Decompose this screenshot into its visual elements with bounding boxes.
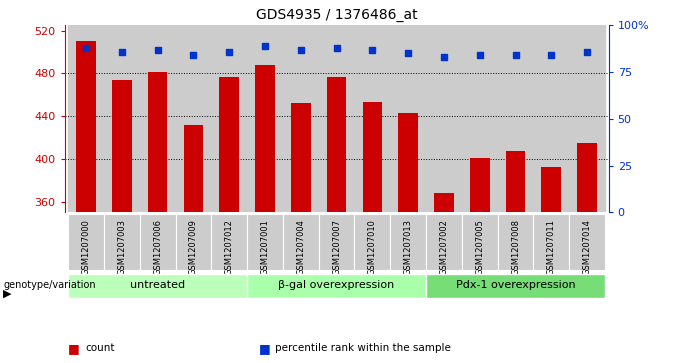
Point bbox=[116, 49, 127, 54]
Point bbox=[439, 54, 449, 60]
Bar bbox=[140, 214, 175, 270]
Bar bbox=[462, 214, 498, 270]
Bar bbox=[398, 113, 418, 212]
Bar bbox=[76, 41, 96, 212]
Text: GSM1207011: GSM1207011 bbox=[547, 219, 556, 274]
Text: GSM1207010: GSM1207010 bbox=[368, 219, 377, 274]
Text: untreated: untreated bbox=[130, 280, 185, 290]
Bar bbox=[175, 25, 211, 212]
Text: GSM1207013: GSM1207013 bbox=[404, 219, 413, 275]
Point bbox=[510, 52, 521, 58]
Bar bbox=[104, 214, 140, 270]
Text: percentile rank within the sample: percentile rank within the sample bbox=[275, 343, 452, 354]
Bar bbox=[354, 25, 390, 212]
Text: genotype/variation: genotype/variation bbox=[3, 280, 96, 290]
Bar bbox=[498, 25, 533, 212]
Text: count: count bbox=[85, 343, 114, 354]
Bar bbox=[426, 25, 462, 212]
Point bbox=[295, 47, 306, 53]
Bar bbox=[211, 25, 247, 212]
Bar bbox=[319, 25, 354, 212]
Text: GSM1207007: GSM1207007 bbox=[332, 219, 341, 275]
Bar bbox=[319, 214, 354, 270]
Text: ■: ■ bbox=[258, 342, 270, 355]
Text: ▶: ▶ bbox=[3, 289, 12, 299]
Bar bbox=[68, 274, 247, 298]
Bar bbox=[533, 25, 569, 212]
Point bbox=[475, 52, 486, 58]
Text: GSM1207014: GSM1207014 bbox=[583, 219, 592, 274]
Bar bbox=[470, 158, 490, 212]
Bar bbox=[220, 77, 239, 212]
Text: Pdx-1 overexpression: Pdx-1 overexpression bbox=[456, 280, 575, 290]
Bar bbox=[327, 77, 346, 212]
Bar bbox=[541, 167, 561, 212]
Text: GSM1207006: GSM1207006 bbox=[153, 219, 162, 275]
Text: GSM1207000: GSM1207000 bbox=[82, 219, 90, 274]
Bar bbox=[569, 25, 605, 212]
Text: GSM1207005: GSM1207005 bbox=[475, 219, 484, 274]
Bar bbox=[533, 214, 569, 270]
Point bbox=[152, 47, 163, 53]
Text: GSM1207004: GSM1207004 bbox=[296, 219, 305, 274]
Bar bbox=[112, 80, 132, 212]
Bar bbox=[426, 274, 605, 298]
Bar bbox=[104, 25, 140, 212]
Bar bbox=[283, 214, 319, 270]
Bar bbox=[184, 125, 203, 212]
Point bbox=[331, 45, 342, 51]
Bar bbox=[390, 214, 426, 270]
Bar bbox=[462, 25, 498, 212]
Text: GSM1207001: GSM1207001 bbox=[260, 219, 269, 274]
Bar bbox=[283, 25, 319, 212]
Bar bbox=[577, 143, 597, 212]
Bar bbox=[506, 151, 526, 212]
Bar bbox=[498, 214, 533, 270]
Bar bbox=[211, 214, 247, 270]
Bar bbox=[255, 65, 275, 212]
Text: ■: ■ bbox=[68, 342, 80, 355]
Point bbox=[403, 50, 413, 56]
Text: GSM1207009: GSM1207009 bbox=[189, 219, 198, 274]
Bar bbox=[434, 193, 454, 212]
Bar bbox=[390, 25, 426, 212]
Bar bbox=[247, 214, 283, 270]
Bar bbox=[569, 214, 605, 270]
Bar bbox=[68, 214, 104, 270]
Text: GSM1207008: GSM1207008 bbox=[511, 219, 520, 275]
Text: GSM1207003: GSM1207003 bbox=[118, 219, 126, 275]
Point bbox=[224, 49, 235, 54]
Point bbox=[260, 43, 271, 49]
Bar bbox=[68, 25, 104, 212]
Bar bbox=[247, 25, 283, 212]
Bar bbox=[426, 214, 462, 270]
Bar bbox=[140, 25, 175, 212]
Title: GDS4935 / 1376486_at: GDS4935 / 1376486_at bbox=[256, 8, 418, 22]
Text: GSM1207002: GSM1207002 bbox=[439, 219, 449, 274]
Bar bbox=[247, 274, 426, 298]
Text: β-gal overexpression: β-gal overexpression bbox=[279, 280, 394, 290]
Bar bbox=[175, 214, 211, 270]
Point bbox=[546, 52, 557, 58]
Bar bbox=[354, 214, 390, 270]
Bar bbox=[148, 72, 167, 212]
Bar bbox=[291, 103, 311, 212]
Point bbox=[367, 47, 378, 53]
Point bbox=[81, 45, 92, 51]
Point bbox=[581, 49, 592, 54]
Bar bbox=[362, 102, 382, 212]
Point bbox=[188, 52, 199, 58]
Text: GSM1207012: GSM1207012 bbox=[224, 219, 234, 274]
